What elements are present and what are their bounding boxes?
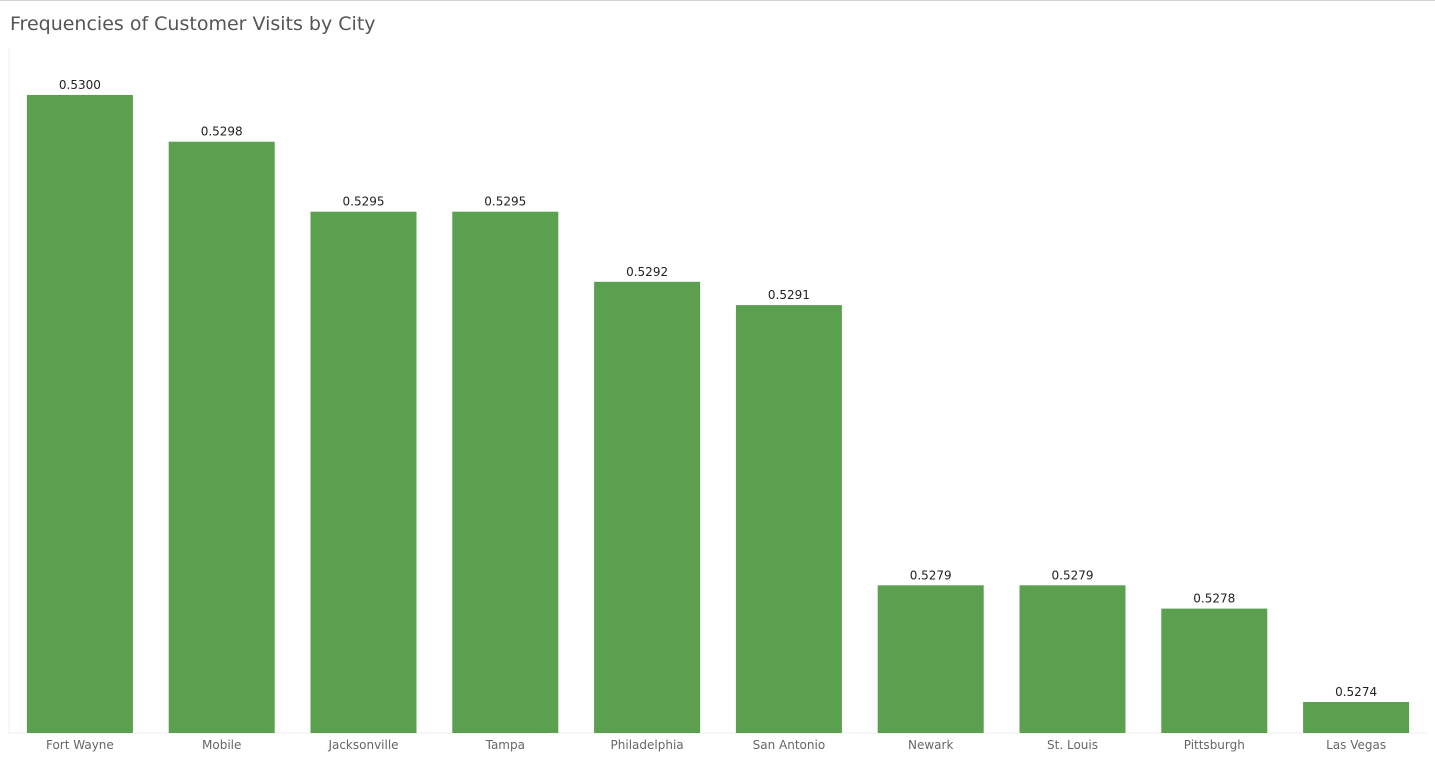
chart-title: Frequencies of Customer Visits by City <box>10 13 376 35</box>
data-label: 0.5279 <box>910 568 952 582</box>
bar-fort-wayne[interactable] <box>26 95 133 733</box>
bar-mobile[interactable] <box>168 141 275 733</box>
top-divider <box>0 0 1435 1</box>
x-tick-label: San Antonio <box>753 738 826 752</box>
bars-layer <box>26 95 1410 733</box>
x-tick-label: Tampa <box>485 738 525 752</box>
data-label: 0.5292 <box>626 265 668 279</box>
bar-las-vegas[interactable] <box>1303 702 1410 733</box>
x-tick-label: Fort Wayne <box>46 738 114 752</box>
x-tick-label: Pittsburgh <box>1184 738 1245 752</box>
bar-tampa[interactable] <box>452 211 559 733</box>
x-tick-label: Philadelphia <box>611 738 684 752</box>
data-label: 0.5274 <box>1335 685 1377 699</box>
data-labels-layer: 0.5300 0.5298 0.5295 0.5295 0.5292 0.5291 0.52… <box>59 78 1377 699</box>
bar-pittsburgh[interactable] <box>1161 608 1268 733</box>
bar-jacksonville[interactable] <box>310 211 417 733</box>
x-tick-label: Jacksonville <box>327 738 398 752</box>
x-tick-label: Las Vegas <box>1326 738 1386 752</box>
data-label: 0.5295 <box>343 195 385 209</box>
x-tick-label: St. Louis <box>1047 738 1098 752</box>
bar-philadelphia[interactable] <box>594 281 701 733</box>
data-label: 0.5300 <box>59 78 101 92</box>
data-label: 0.5298 <box>201 125 243 139</box>
x-tick-label: Mobile <box>202 738 241 752</box>
bar-newark[interactable] <box>877 585 984 733</box>
data-label: 0.5291 <box>768 288 810 302</box>
bar-san-antonio[interactable] <box>735 305 842 733</box>
x-tick-label: Newark <box>908 738 953 752</box>
data-label: 0.5279 <box>1052 568 1094 582</box>
bar-st-louis[interactable] <box>1019 585 1126 733</box>
x-tick-labels-layer: Fort Wayne Mobile Jacksonville Tampa Philade… <box>46 738 1386 752</box>
data-label: 0.5295 <box>484 195 526 209</box>
data-label: 0.5278 <box>1193 592 1235 606</box>
